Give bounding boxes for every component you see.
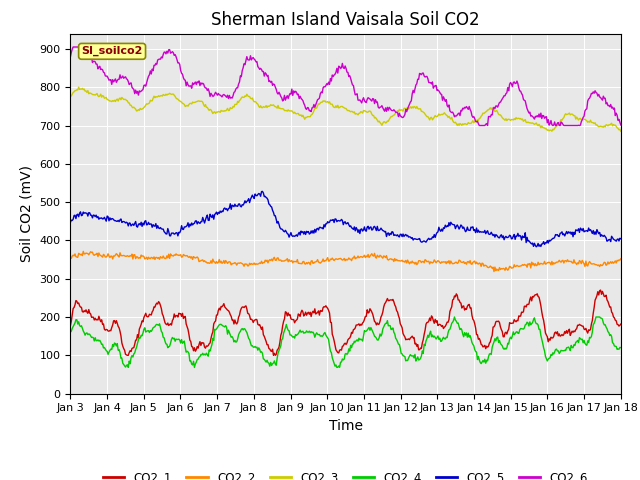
Y-axis label: Soil CO2 (mV): Soil CO2 (mV) [20,165,34,262]
Text: SI_soilco2: SI_soilco2 [81,46,143,57]
Title: Sherman Island Vaisala Soil CO2: Sherman Island Vaisala Soil CO2 [211,11,480,29]
Legend: CO2_1, CO2_2, CO2_3, CO2_4, CO2_5, CO2_6: CO2_1, CO2_2, CO2_3, CO2_4, CO2_5, CO2_6 [99,466,593,480]
X-axis label: Time: Time [328,419,363,433]
